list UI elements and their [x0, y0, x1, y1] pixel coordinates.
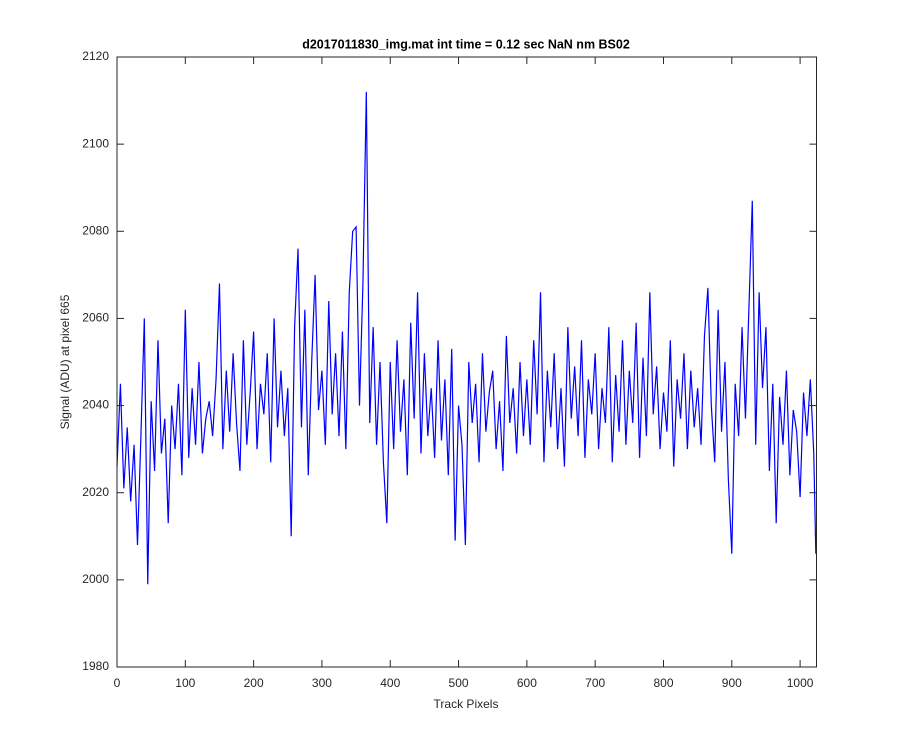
- axes-box: [116, 56, 817, 668]
- chart-title: d2017011830_img.mat int time = 0.12 sec …: [302, 37, 630, 51]
- x-tick-label: 900: [722, 676, 742, 690]
- y-tick-label: 1980: [82, 659, 109, 673]
- x-tick-label: 800: [653, 676, 673, 690]
- x-tick-label: 1000: [787, 676, 814, 690]
- y-tick-label: 2040: [82, 398, 109, 412]
- x-tick-label: 700: [585, 676, 605, 690]
- plot-area: [117, 57, 817, 667]
- y-tick-label: 2080: [82, 223, 109, 237]
- y-tick-label: 2000: [82, 572, 109, 586]
- data-line: [116, 91, 817, 585]
- y-tick-label: 2020: [82, 485, 109, 499]
- x-tick-label: 500: [449, 676, 469, 690]
- x-tick-label: 600: [517, 676, 537, 690]
- x-tick-label: 400: [380, 676, 400, 690]
- y-tick-label: 2060: [82, 311, 109, 325]
- x-tick-label: 0: [114, 676, 121, 690]
- x-tick-label: 300: [312, 676, 332, 690]
- x-tick-label: 100: [175, 676, 195, 690]
- x-tick-label: 200: [244, 676, 264, 690]
- y-tick-label: 2120: [82, 49, 109, 63]
- y-axis-label: Signal (ADU) at pixel 665: [58, 294, 72, 429]
- x-axis-label: Track Pixels: [434, 697, 499, 711]
- y-tick-label: 2100: [82, 136, 109, 150]
